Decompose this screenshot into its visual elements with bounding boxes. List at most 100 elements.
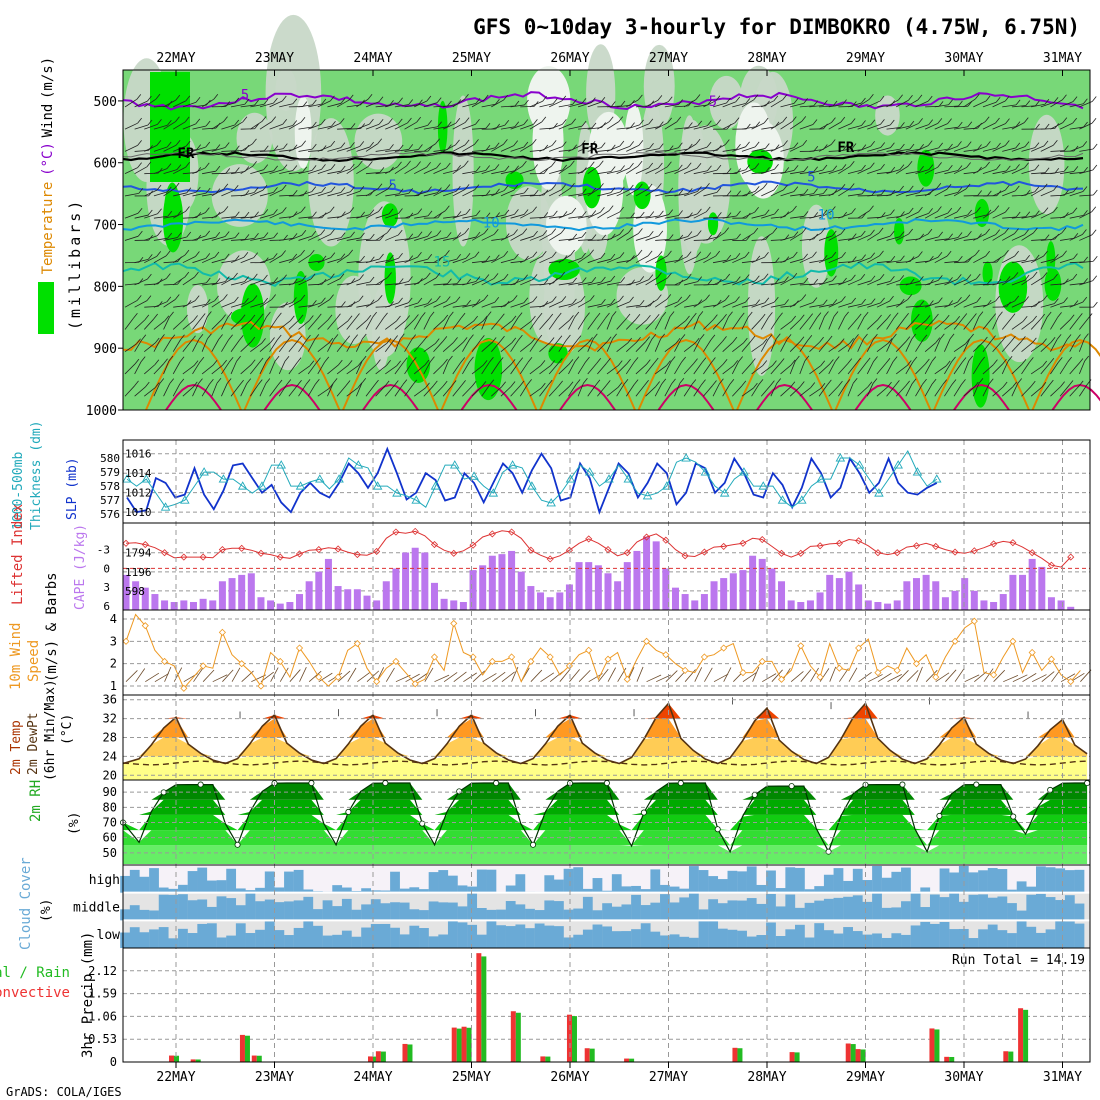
wind-barb-feather	[387, 183, 393, 190]
rh-moist-patch	[163, 182, 181, 248]
wind-barb-feather	[551, 161, 556, 167]
pressure-unit-title: (millibars)	[66, 198, 84, 330]
thickness-tick-label: 580	[100, 452, 120, 465]
wind-barb	[510, 233, 524, 241]
wind-barb	[549, 215, 564, 219]
wind-barb	[172, 254, 186, 264]
wind-barb	[202, 170, 216, 175]
wind-barb-feather	[937, 206, 942, 212]
wind-barb	[645, 299, 658, 308]
cloud-cover-bar	[554, 879, 564, 893]
wind-barb-feather	[495, 99, 500, 105]
wind-barb-feather	[995, 117, 1000, 124]
cloud-cover-bar	[929, 923, 940, 948]
wind-barb	[355, 361, 363, 375]
wind-barb-feather	[724, 295, 730, 301]
cloud-cover-bar	[226, 898, 237, 921]
cloud-cover-bar	[939, 897, 950, 921]
wind-barb-feather	[513, 185, 519, 191]
wind-barb-feather	[711, 357, 716, 363]
wind-barb	[635, 188, 649, 197]
wind10-marker	[642, 637, 651, 645]
wind-barb-feather	[774, 163, 779, 170]
wind-barb-feather	[533, 164, 538, 170]
wind-barb	[134, 300, 148, 308]
wind-barb-feather	[678, 210, 683, 216]
wind-barb	[895, 165, 909, 175]
li-marker	[835, 539, 843, 547]
cape-bar	[710, 581, 718, 610]
wind-barb-feather	[860, 274, 866, 280]
wind-barb	[732, 279, 746, 286]
wind-barb-feather	[782, 94, 788, 100]
wind-barb-feather	[887, 381, 892, 388]
wind-barb-feather	[417, 231, 423, 237]
wind-barb-feather	[456, 164, 462, 171]
wind-barb	[337, 282, 352, 286]
wind-barb-feather	[851, 274, 856, 281]
wind-barb	[712, 232, 725, 241]
wind-barb	[857, 303, 872, 308]
wind-barb-feather	[991, 313, 997, 319]
wind-barb-feather	[899, 185, 904, 192]
wind-barb-feather	[408, 233, 414, 240]
wind-barb-feather	[735, 296, 740, 302]
wind-barb	[587, 281, 602, 286]
wind-barb	[134, 319, 146, 330]
wind-barb-feather	[610, 253, 616, 260]
wind-barb	[780, 169, 795, 175]
wind-barb	[896, 125, 910, 130]
wind-barb-feather	[803, 211, 809, 217]
rh-dry-patch	[616, 267, 669, 325]
wind-barb-feather	[513, 229, 518, 235]
wind-barb	[1021, 259, 1036, 264]
wind-barb	[548, 385, 559, 397]
wind-barb-feather	[157, 208, 162, 214]
wind-barb	[606, 281, 621, 286]
wind-barb-feather	[320, 119, 326, 125]
wind-barb	[1069, 363, 1080, 375]
wind-barb-feather	[628, 227, 633, 234]
wind-barb-feather	[316, 357, 321, 363]
wind-barb	[471, 340, 481, 352]
wind-barb	[394, 104, 409, 108]
thickness-marker	[642, 491, 653, 500]
wind-barb	[992, 189, 1006, 197]
wind-barb-feather	[464, 184, 470, 190]
wind-barb	[847, 339, 855, 352]
wind-barb	[385, 149, 400, 152]
cloud-cover-bar	[958, 865, 969, 893]
wind-barb-feather	[407, 297, 413, 304]
wind-barb	[809, 387, 822, 397]
freezing-level-line	[122, 151, 1084, 162]
wind-barb	[144, 98, 157, 108]
wind-barb-feather	[250, 336, 256, 343]
wind-barb	[433, 255, 446, 264]
wind-barb-feather	[408, 276, 413, 282]
wind-barb	[809, 259, 824, 264]
wind-barb	[809, 341, 820, 353]
wind-barb-feather	[175, 139, 181, 146]
cloud-cover-bar	[120, 875, 130, 893]
wind10-axis-label: Speed	[26, 640, 42, 682]
cloud-cover-bar	[1074, 869, 1085, 893]
cloud-cover-bar	[409, 925, 420, 948]
wind-barb-feather	[746, 190, 751, 197]
thickness-marker	[122, 474, 132, 483]
cloud-cover-bar	[544, 925, 555, 948]
wind-barb	[221, 316, 229, 330]
wind-barb-feather	[646, 314, 651, 321]
wind-barb-feather	[1092, 164, 1098, 171]
wind-barb-feather	[398, 252, 403, 259]
li-marker	[373, 547, 381, 556]
wind-barb-feather	[870, 275, 876, 282]
cloud-cover-bar	[1007, 889, 1017, 893]
wind-barb	[953, 362, 963, 375]
wind-barb-feather	[405, 315, 411, 321]
wind-barb-feather	[378, 206, 383, 212]
wind-barb-feather	[1021, 359, 1027, 365]
wind-barb	[182, 101, 197, 108]
wind-barb-feather	[416, 161, 421, 167]
wind-barb	[867, 255, 880, 264]
